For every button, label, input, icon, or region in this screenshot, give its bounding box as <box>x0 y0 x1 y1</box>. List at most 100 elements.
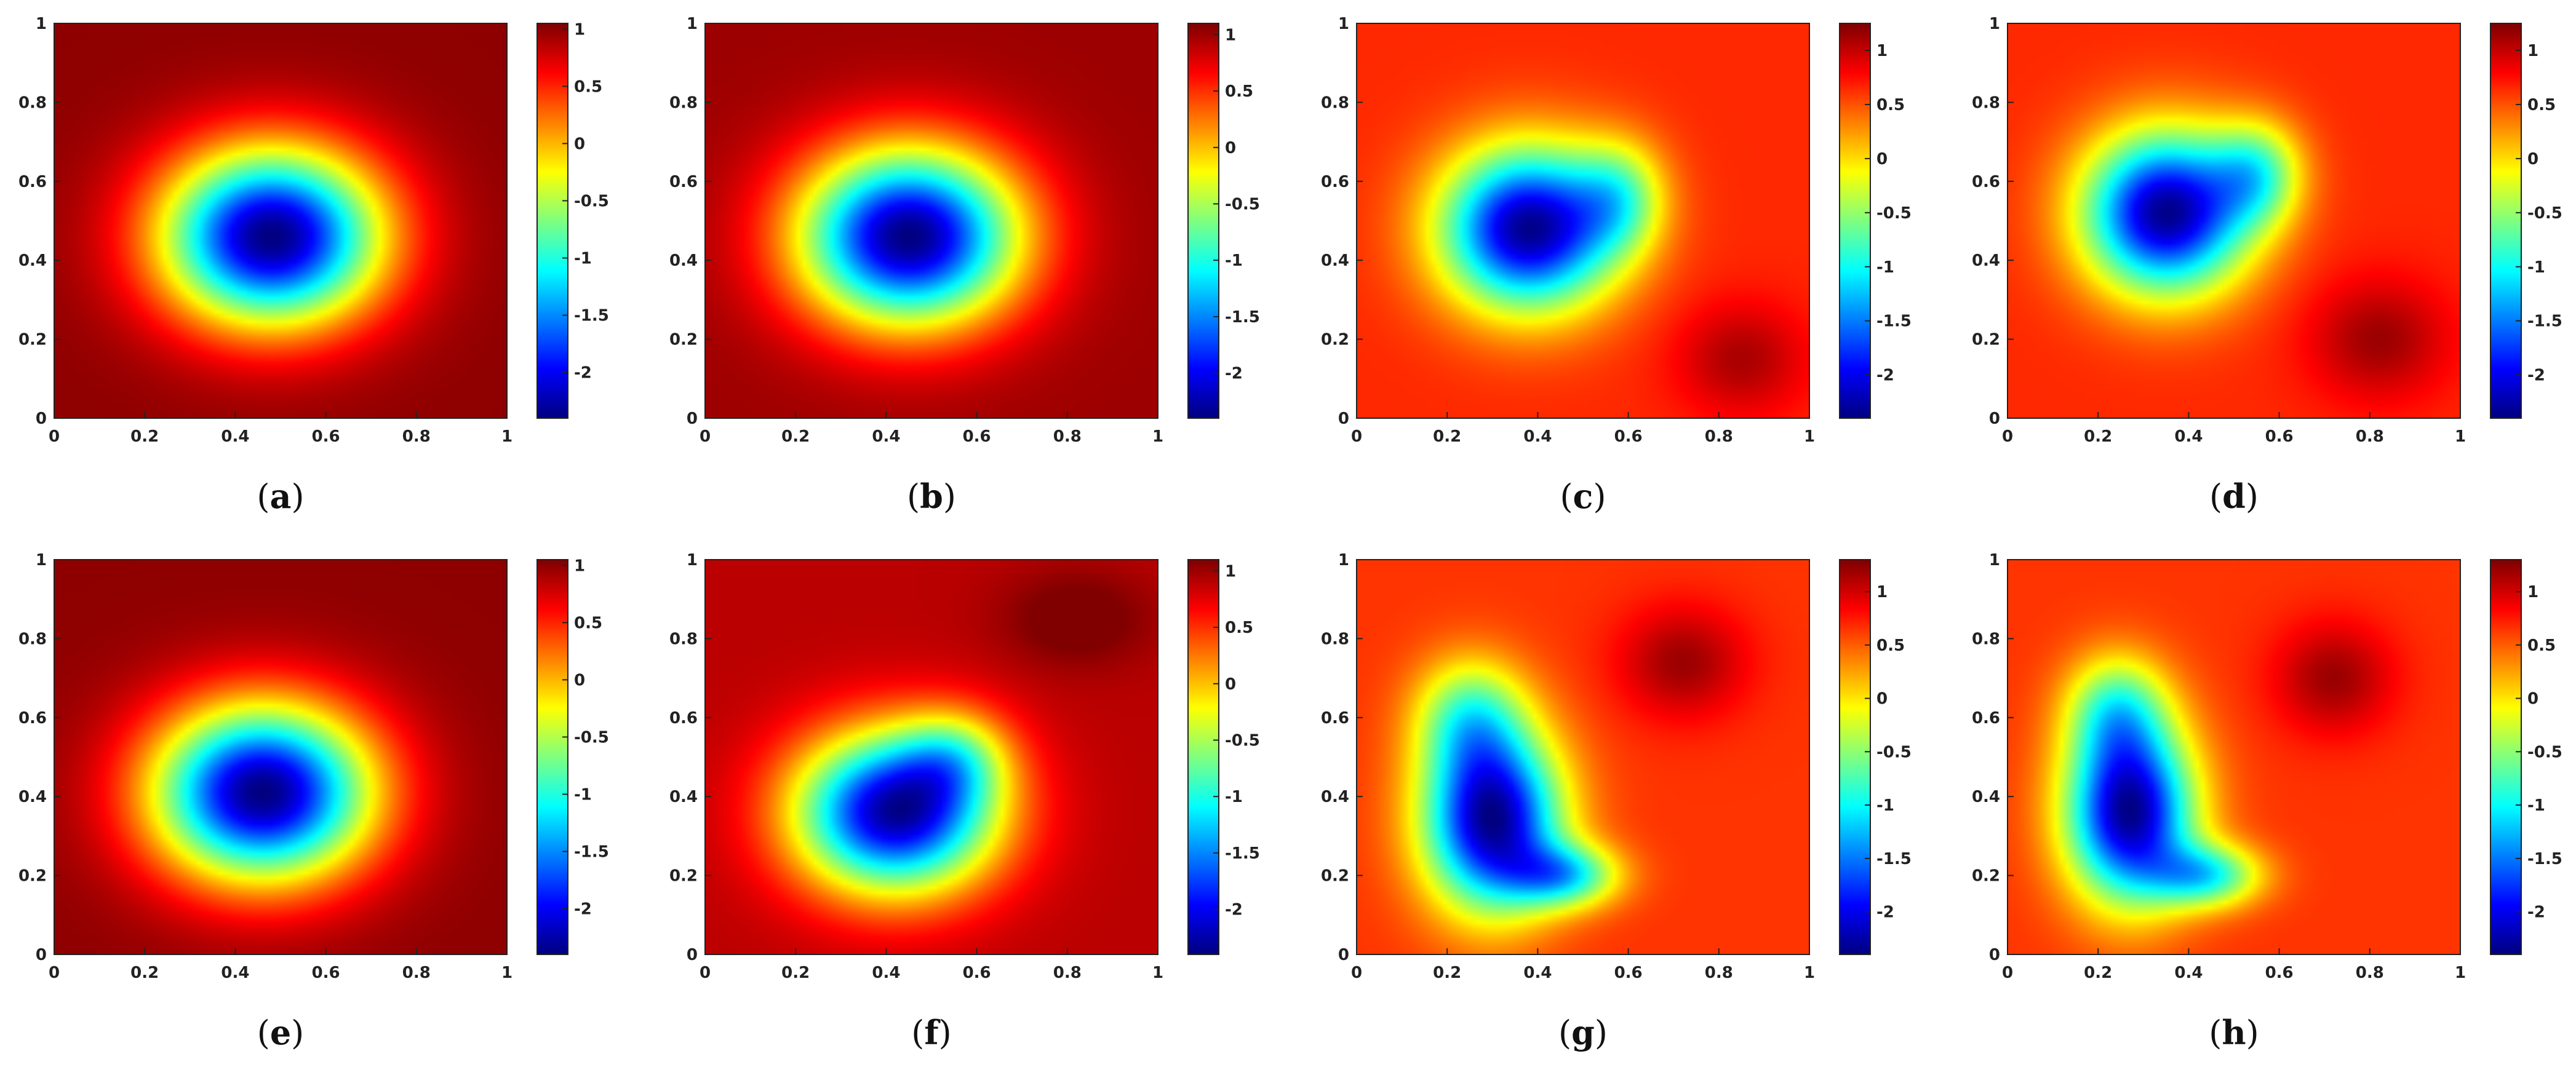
x-tick-label: 0 <box>2002 964 2013 982</box>
colorbar-frame <box>2490 559 2522 955</box>
x-tick-label: 0.6 <box>963 427 991 446</box>
colorbar-a <box>537 23 568 418</box>
panel-h: 0 0.2 0.4 0.6 0.8 1 0 0.2 0.4 0.6 0.8 1 1 0.5 0 -0.5 -1 -… <box>1972 551 2562 1052</box>
plot-frame <box>54 559 508 955</box>
colorbar-tick-label: -2 <box>2527 903 2545 922</box>
colorbar-tick-label: -0.5 <box>1225 195 1260 213</box>
colorbar-frame <box>1839 23 1871 419</box>
y-tick-label: 0.6 <box>669 173 698 191</box>
x-tick-label: 0.4 <box>872 427 900 446</box>
y-tick-label: 0.6 <box>18 709 47 728</box>
colorbar-tick-label: 0.5 <box>574 77 602 96</box>
x-tick-label: 1 <box>2455 427 2466 446</box>
x-tick-label: 0.4 <box>221 964 249 982</box>
colorbar-tick-label: -1.5 <box>2527 312 2562 331</box>
panel-caption-f: (f) <box>911 1013 951 1052</box>
y-tick-label: 0.6 <box>1972 709 2000 728</box>
colorbar-h <box>2490 560 2521 954</box>
y-tick-label: 0.6 <box>669 709 698 728</box>
y-tick-label: 0.2 <box>669 331 698 349</box>
y-tick-label: 1 <box>1338 551 1349 569</box>
x-tick-label: 0 <box>49 964 60 982</box>
y-tick-label: 0.4 <box>669 252 698 270</box>
colorbar-tick-label: -1 <box>2527 258 2545 277</box>
panel-a: 0 0.2 0.4 0.6 0.8 1 0 0.2 0.4 0.6 0.8 1 1 0.5 0 -0.5 -1 -… <box>18 15 609 516</box>
x-tick-label: 0.6 <box>2265 427 2294 446</box>
colorbar-tick-label: -2 <box>1225 365 1243 383</box>
x-tick-label: 0.2 <box>2084 427 2112 446</box>
y-tick-label: 0.4 <box>18 788 47 806</box>
colorbar-tick-label: 0 <box>574 671 585 689</box>
panel-caption-letter: d <box>2222 477 2246 516</box>
x-tick-label: 0 <box>1351 964 1362 982</box>
panel-caption-d: (d) <box>2209 477 2259 516</box>
colorbar-tick-label: -1 <box>574 249 592 268</box>
y-tick-label: 0 <box>36 410 47 428</box>
colorbar-tick-label: 1 <box>574 20 585 39</box>
colorbar-tick-label: -2 <box>1876 367 1894 385</box>
y-tick-label: 0.6 <box>1321 173 1349 191</box>
colorbar-g <box>1840 560 1870 954</box>
colorbar-tick-label: -1.5 <box>1225 844 1260 863</box>
colorbar-tick-label: -1 <box>1876 796 1894 815</box>
y-tick-label: 0 <box>687 946 698 964</box>
panel-caption-h: (h) <box>2209 1013 2259 1052</box>
y-tick-label: 0.4 <box>1321 788 1349 806</box>
x-tick-label: 0.8 <box>1705 427 1733 446</box>
y-tick-label: 0.8 <box>18 93 47 112</box>
y-tick-label: 0.2 <box>1972 331 2000 349</box>
x-tick-label: 0.8 <box>2356 427 2384 446</box>
colorbar-tick-label: 0.5 <box>1225 619 1253 637</box>
plot-frame <box>1356 559 1810 955</box>
colorbar-frame <box>1187 23 1219 419</box>
x-tick-label: 0 <box>700 427 711 446</box>
heatmap-b <box>705 23 1158 418</box>
colorbar-tick-label: 0 <box>2527 150 2538 169</box>
y-tick-label: 0.4 <box>1972 252 2000 270</box>
colorbar-tick-label: -1 <box>574 785 592 804</box>
colorbar-tick-label: -0.5 <box>2527 743 2562 761</box>
x-tick-label: 0.2 <box>130 427 159 446</box>
y-tick-label: 1 <box>36 551 47 569</box>
colorbar-frame <box>2490 23 2522 419</box>
panel-c: 0 0.2 0.4 0.6 0.8 1 0 0.2 0.4 0.6 0.8 1 1 0.5 0 -0.5 -1 -… <box>1321 15 1912 516</box>
y-tick-label: 0.6 <box>1972 173 2000 191</box>
x-tick-label: 0.8 <box>402 964 431 982</box>
colorbar-tick-label: 0 <box>1876 150 1888 169</box>
x-tick-label: 1 <box>2455 964 2466 982</box>
panel-caption-c: (c) <box>1560 477 1606 516</box>
colorbar-e <box>537 560 568 954</box>
y-tick-label: 0.8 <box>18 630 47 648</box>
heatmap-h <box>2008 560 2460 954</box>
y-tick-label: 1 <box>1989 15 2000 33</box>
plot-frame <box>704 559 1158 955</box>
colorbar-tick-label: -1.5 <box>574 843 609 862</box>
y-tick-label: 0.4 <box>669 788 698 806</box>
x-tick-label: 1 <box>501 427 512 446</box>
colorbar-tick-label: -1.5 <box>1876 850 1912 868</box>
panel-caption-letter: a <box>270 477 292 516</box>
plot-frame <box>704 23 1158 419</box>
colorbar-tick-label: 0 <box>574 135 585 153</box>
colorbar-tick-label: -2 <box>1225 901 1243 919</box>
plot-frame <box>2007 23 2461 419</box>
heatmap-d <box>2008 23 2460 418</box>
x-tick-label: 0.4 <box>872 964 900 982</box>
colorbar-frame <box>1839 559 1871 955</box>
panel-caption-letter: e <box>270 1013 291 1052</box>
panel-g: 0 0.2 0.4 0.6 0.8 1 0 0.2 0.4 0.6 0.8 1 1 0.5 0 -0.5 -1 -… <box>1321 551 1912 1052</box>
x-tick-label: 0.2 <box>1433 427 1461 446</box>
y-tick-label: 0.2 <box>669 867 698 886</box>
x-tick-label: 0.6 <box>963 964 991 982</box>
x-tick-label: 0.4 <box>2174 427 2203 446</box>
colorbar-tick-label: 1 <box>2527 42 2538 60</box>
panel-caption-letter: f <box>924 1013 941 1052</box>
colorbar-tick-label: 0 <box>1225 139 1236 157</box>
y-tick-label: 0.4 <box>1321 252 1349 270</box>
y-tick-label: 0.8 <box>669 630 698 648</box>
panel-caption-letter: h <box>2222 1013 2246 1052</box>
colorbar-tick-label: 1 <box>1876 42 1888 60</box>
colorbar-tick-label: -2 <box>574 364 592 383</box>
y-tick-label: 1 <box>1989 551 2000 569</box>
heatmap-c <box>1357 23 1809 418</box>
